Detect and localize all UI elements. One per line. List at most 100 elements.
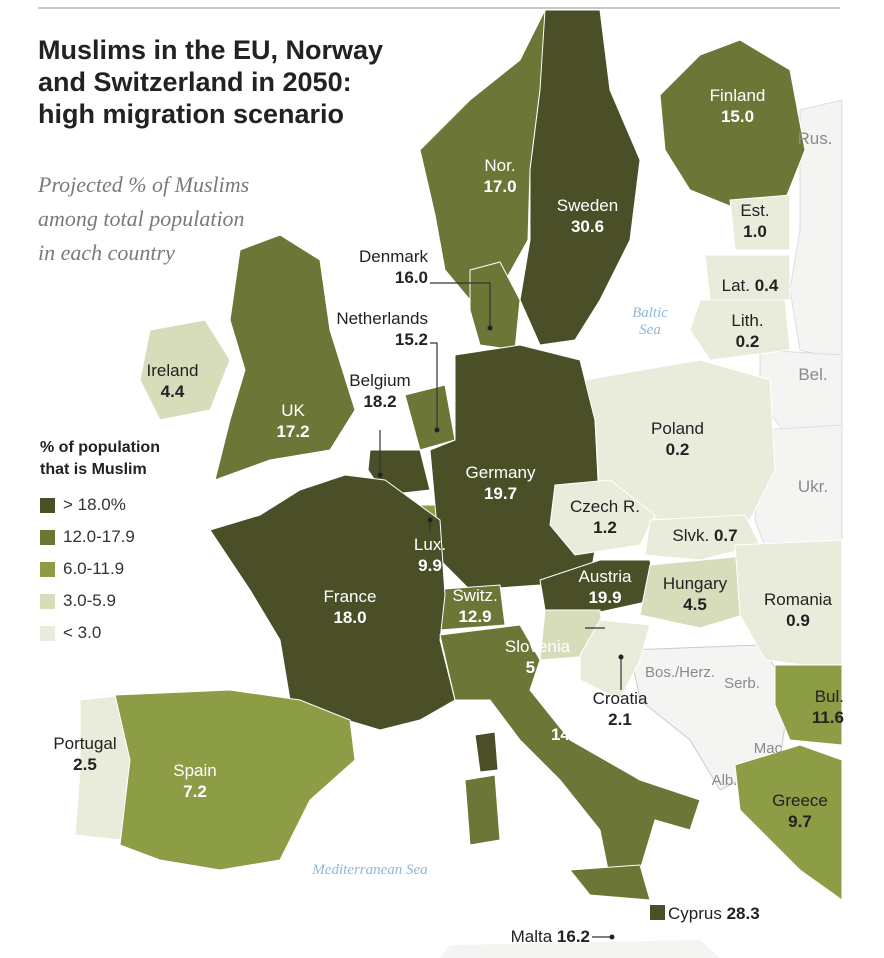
label-ukraine: Ukr.	[797, 477, 829, 496]
country-finland	[659, 39, 806, 211]
legend-title-line: % of population	[40, 439, 160, 456]
legend-label: 12.0-17.9	[63, 527, 135, 546]
label-latvia: Lat. 0.4	[721, 276, 779, 295]
label-macedonia: Mac.	[753, 740, 787, 757]
dot-luxembourg	[427, 517, 433, 523]
dot-croatia	[618, 654, 624, 660]
chart-title: Muslims in the EU, Norway and Switzerlan…	[38, 34, 458, 130]
label-denmark: Denmark 16.0	[359, 247, 428, 287]
subtitle-line: Projected % of Muslims	[38, 172, 250, 197]
label-austria: Austria 19.9	[578, 567, 632, 607]
country-spain	[114, 689, 356, 871]
island-sicily	[569, 864, 651, 901]
label-sweden: Sweden 30.6	[556, 196, 619, 236]
leader-netherlands	[430, 342, 438, 430]
country-lithuania	[689, 299, 791, 361]
country-ireland	[139, 319, 231, 421]
label-cyprus: Cyprus 28.3	[668, 904, 760, 923]
country-greece	[734, 744, 843, 901]
land-russia	[789, 99, 843, 361]
legend-label: > 18.0%	[63, 495, 126, 514]
title-line: Muslims in the EU, Norway	[38, 35, 384, 65]
label-france: France 18.0	[323, 587, 377, 627]
label-greece: Greece 9.7	[772, 791, 828, 831]
country-uk	[214, 234, 356, 481]
label-poland: Poland 0.2	[651, 419, 704, 459]
country-croatia	[579, 619, 651, 701]
leader-lines	[379, 282, 622, 938]
label-switzerland: Switz. 12.9	[452, 586, 498, 626]
label-germany: Germany 19.7	[465, 463, 536, 503]
land-africa	[440, 940, 720, 958]
country-italy	[439, 624, 701, 881]
label-norway: Nor. 17.0	[483, 156, 517, 196]
label-ireland: Ireland 4.4	[146, 361, 199, 401]
dot-malta	[609, 934, 615, 940]
label-serbia: Serb.	[724, 675, 760, 692]
title-line: and Switzerland in 2050:	[38, 67, 352, 97]
label-romania: Romania 0.9	[763, 590, 833, 630]
legend-item: 3.0-5.9	[40, 591, 116, 611]
subtitle-line: in each country	[38, 240, 175, 265]
label-spain: Spain 7.2	[173, 761, 217, 801]
label-bosnia: Bos./Herz.	[645, 664, 716, 681]
legend-item: 6.0-11.9	[40, 559, 124, 579]
subtitle-line: among total population	[38, 206, 245, 231]
leader-dots	[377, 325, 624, 940]
country-slovakia	[644, 514, 761, 561]
country-sweden	[519, 9, 641, 346]
country-latvia	[704, 254, 791, 301]
leader-denmark	[430, 282, 491, 328]
label-mediterranean-sea: Mediterranean Sea	[312, 862, 428, 878]
island-sardinia	[464, 774, 501, 846]
label-croatia: Croatia 2.1	[592, 689, 648, 729]
label-slovenia: Slovenia 5.2	[504, 637, 571, 677]
label-malta: Malta 16.2	[510, 927, 590, 946]
label-czech: Czech R. 1.2	[570, 497, 640, 537]
country-poland	[584, 359, 776, 521]
label-estonia: Est. 1.0	[740, 201, 770, 241]
label-lithuania: Lith. 0.2	[731, 311, 764, 351]
country-denmark	[469, 261, 521, 351]
legend-label: < 3.0	[63, 623, 102, 642]
label-russia: Rus.	[797, 129, 833, 148]
label-portugal: Portugal 2.5	[53, 734, 117, 774]
dot-denmark	[487, 325, 493, 331]
legend-swatch	[40, 593, 55, 609]
legend-title: % of population that is Muslim	[40, 437, 160, 481]
label-albania: Alb.	[711, 772, 738, 789]
dot-belgium	[377, 472, 383, 478]
label-finland: Finland 15.0	[709, 86, 766, 126]
legend-label: 6.0-11.9	[63, 559, 125, 578]
country-czech	[549, 479, 656, 556]
country-bulgaria	[774, 664, 843, 746]
label-uk: UK 17.2	[276, 401, 310, 441]
title-line: high migration scenario	[38, 99, 345, 129]
legend-swatch	[40, 625, 55, 641]
legend-title-line: that is Muslim	[40, 461, 147, 478]
cyprus-marker	[650, 905, 665, 920]
label-slovakia: Slvk. 0.7	[672, 526, 738, 545]
legend-item: > 18.0%	[40, 495, 126, 515]
label-belgium: Belgium 18.2	[349, 371, 411, 411]
label-baltic-sea: Baltic Sea	[632, 305, 668, 338]
label-bulgaria: Bul. 11.6	[811, 687, 844, 727]
legend-item: < 3.0	[40, 623, 101, 643]
chart-subtitle: Projected % of Muslims among total popul…	[38, 168, 338, 270]
legend-item: 12.0-17.9	[40, 527, 135, 547]
label-netherlands: Netherlands 15.2	[336, 309, 428, 349]
label-luxembourg: Lux. 9.9	[413, 535, 447, 575]
label-hungary: Hungary 4.5	[662, 574, 728, 614]
legend-swatch	[40, 497, 55, 513]
legend-swatch	[40, 529, 55, 545]
legend-swatch	[40, 561, 55, 577]
legend-label: 3.0-5.9	[63, 591, 116, 610]
country-france	[209, 474, 456, 731]
dot-netherlands	[434, 427, 440, 433]
label-belarus: Bel.	[798, 365, 828, 384]
country-estonia	[729, 194, 791, 251]
island-corsica	[474, 731, 499, 773]
label-italy: Italy 14.1	[550, 704, 585, 744]
